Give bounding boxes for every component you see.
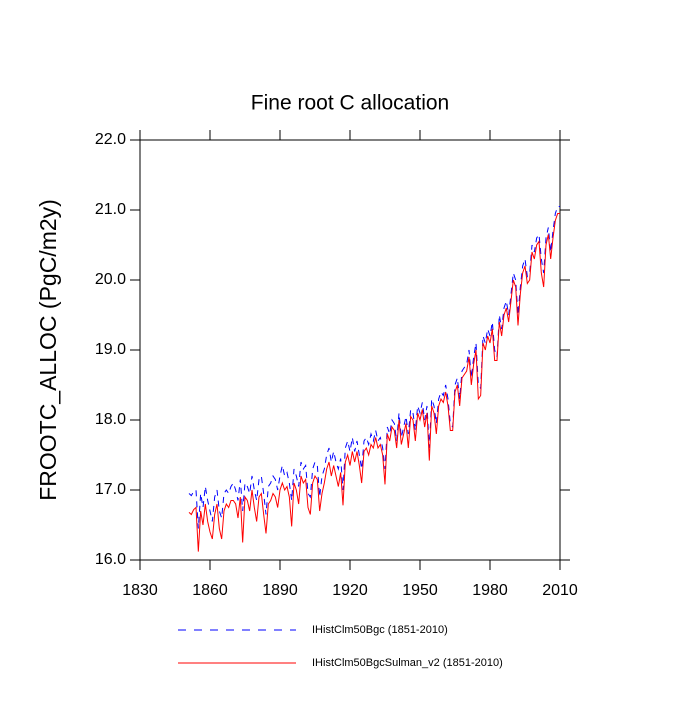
x-tick-label: 1890 xyxy=(262,582,298,599)
series-line xyxy=(188,213,560,552)
y-tick-label: 20.0 xyxy=(95,271,126,288)
y-tick-label: 21.0 xyxy=(95,201,126,218)
y-tick-label: 22.0 xyxy=(95,131,126,148)
legend-label: IHistClm50Bgc (1851-2010) xyxy=(312,624,448,636)
y-tick-label: 17.0 xyxy=(95,481,126,498)
y-axis-label: FROOTC_ALLOC (PgC/m2y) xyxy=(35,199,61,501)
y-tick-label: 19.0 xyxy=(95,341,126,358)
x-tick-label: 1950 xyxy=(402,582,438,599)
series-line xyxy=(188,206,560,529)
plot-frame xyxy=(139,139,561,561)
chart-title: Fine root C allocation xyxy=(251,92,449,115)
legend-label: IHistClm50BgcSulman_v2 (1851-2010) xyxy=(312,657,503,669)
x-tick-label: 2010 xyxy=(542,582,578,599)
y-tick-label: 16.0 xyxy=(95,551,126,568)
x-tick-label: 1830 xyxy=(122,582,158,599)
x-tick-label: 1980 xyxy=(472,582,508,599)
x-tick-label: 1920 xyxy=(332,582,368,599)
y-tick-label: 18.0 xyxy=(95,411,126,428)
x-tick-label: 1860 xyxy=(192,582,228,599)
